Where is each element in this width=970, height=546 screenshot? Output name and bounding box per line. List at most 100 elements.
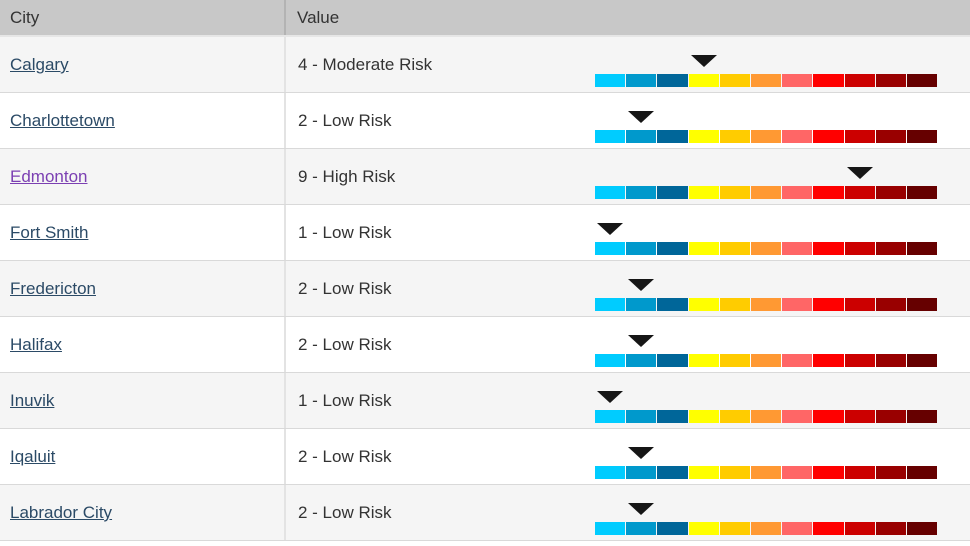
scale-segment [875,74,906,87]
scale-segment [657,74,688,87]
aqhi-color-scale [595,391,938,423]
scale-segment [719,466,750,479]
value-marker-triangle [628,503,655,515]
scale-segment [595,186,626,199]
city-link[interactable]: Iqaluit [10,447,56,466]
scale-segment [906,242,938,255]
value-text: 2 - Low Risk [298,503,392,522]
city-cell: Halifax [10,317,62,372]
scale-segment [657,522,688,535]
aqhi-color-scale [595,335,938,367]
scale-segment [813,74,844,87]
city-link[interactable]: Charlottetown [10,111,115,130]
city-link[interactable]: Halifax [10,335,62,354]
column-header-city: City [10,8,40,27]
aqhi-color-scale [595,223,938,255]
column-divider [284,261,286,316]
scale-segment [782,242,813,255]
table-row: Halifax 2 - Low Risk [0,317,970,373]
scale-segment [719,354,750,367]
value-text: 4 - Moderate Risk [298,55,433,74]
table-row: Inuvik 1 - Low Risk [0,373,970,429]
table-body: Calgary 4 - Moderate Risk Charlottetown 2 -… [0,37,970,541]
scale-segment [782,298,813,311]
scale-segment [844,74,875,87]
scale-segment [750,242,782,255]
value-text: 1 - Low Risk [298,223,392,242]
scale-segment [813,242,844,255]
scale-segment [626,242,657,255]
scale-segment [626,74,657,87]
city-cell: Charlottetown [10,93,115,148]
scale-segment [626,130,657,143]
aqhi-color-scale [595,167,938,199]
scale-segment [657,130,688,143]
column-divider [284,37,286,92]
column-divider [284,485,286,540]
city-link[interactable]: Calgary [10,55,69,74]
scale-segment [595,522,626,535]
scale-segment [782,466,813,479]
scale-segment [844,410,875,423]
scale-segment [875,410,906,423]
aqhi-color-scale [595,111,938,143]
scale-segment [595,410,626,423]
scale-segment [688,354,719,367]
city-cell: Iqaluit [10,429,55,484]
scale-segment [844,298,875,311]
city-cell: Inuvik [10,373,54,428]
scale-segment [906,466,938,479]
value-text: 9 - High Risk [298,167,396,186]
scale-segment [813,354,844,367]
scale-segment [595,242,626,255]
value-text: 2 - Low Risk [298,111,392,130]
scale-segment [750,186,782,199]
scale-segment [813,298,844,311]
scale-segment [782,522,813,535]
scale-segment [750,410,782,423]
scale-segment [906,186,938,199]
table-row: Fredericton 2 - Low Risk [0,261,970,317]
scale-segment [813,130,844,143]
city-link[interactable]: Fredericton [10,279,96,298]
scale-segment [595,354,626,367]
value-marker-triangle [597,223,624,235]
scale-segment [657,186,688,199]
scale-segment [875,522,906,535]
scale-segment [750,130,782,143]
city-link[interactable]: Fort Smith [10,223,89,242]
scale-segment [750,74,782,87]
value-text: 1 - Low Risk [298,391,392,410]
scale-segment [719,298,750,311]
scale-segment [750,466,782,479]
city-link[interactable]: Labrador City [10,503,113,522]
column-divider [284,205,286,260]
scale-segment [906,298,938,311]
scale-segment [750,298,782,311]
scale-segment [626,298,657,311]
scale-segment [688,130,719,143]
scale-segment [688,242,719,255]
scale-segment [595,466,626,479]
value-marker-triangle [597,391,624,403]
scale-segment [688,298,719,311]
aqhi-color-scale [595,279,938,311]
scale-segment [875,354,906,367]
scale-segment [782,130,813,143]
scale-segment [875,242,906,255]
aqhi-color-scale [595,55,938,87]
scale-segment [719,130,750,143]
value-text: 2 - Low Risk [298,447,392,466]
value-marker-triangle [846,167,873,179]
scale-segment [782,354,813,367]
city-link[interactable]: Edmonton [10,167,88,186]
table-row: Calgary 4 - Moderate Risk [0,37,970,93]
scale-segment [875,130,906,143]
scale-segment [719,242,750,255]
value-marker-triangle [628,447,655,459]
scale-segment [906,410,938,423]
table-row: Labrador City 2 - Low Risk [0,485,970,541]
city-link[interactable]: Inuvik [10,391,55,410]
scale-segment [657,354,688,367]
